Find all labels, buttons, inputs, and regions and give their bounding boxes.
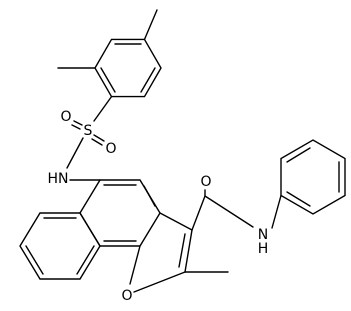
bond xyxy=(93,95,113,122)
double-bond xyxy=(178,233,186,268)
atom-label: S xyxy=(84,123,93,139)
atom-label: H xyxy=(258,241,269,257)
methyl xyxy=(143,9,158,41)
atom-label: HN xyxy=(48,171,69,187)
atom-label: O xyxy=(60,109,71,125)
double-bond xyxy=(140,67,156,93)
atom-label: O xyxy=(121,288,132,304)
atom-label: N xyxy=(258,227,268,243)
double-bond xyxy=(25,245,44,275)
double-bond xyxy=(73,120,83,126)
bond xyxy=(66,137,84,169)
bond xyxy=(159,212,193,231)
atom-label: O xyxy=(200,174,211,190)
double-bond xyxy=(91,138,103,146)
bond xyxy=(133,271,186,293)
double-bond xyxy=(100,67,116,93)
double-bond xyxy=(286,191,311,207)
ring xyxy=(94,38,162,98)
atom-labels: O S O HN O N H O xyxy=(48,109,269,304)
ring xyxy=(79,179,161,247)
ring xyxy=(280,139,346,215)
double-bond xyxy=(76,245,95,275)
double-bond xyxy=(71,124,81,130)
bond xyxy=(129,245,141,285)
ring xyxy=(19,212,101,280)
double-bond xyxy=(286,147,311,163)
bond xyxy=(271,194,282,229)
bond xyxy=(204,195,254,228)
bond xyxy=(191,195,206,231)
double-bond xyxy=(93,134,105,142)
bond xyxy=(184,229,193,273)
atom-label: O xyxy=(105,141,116,157)
double-bond xyxy=(143,185,156,207)
bonds xyxy=(19,9,346,293)
